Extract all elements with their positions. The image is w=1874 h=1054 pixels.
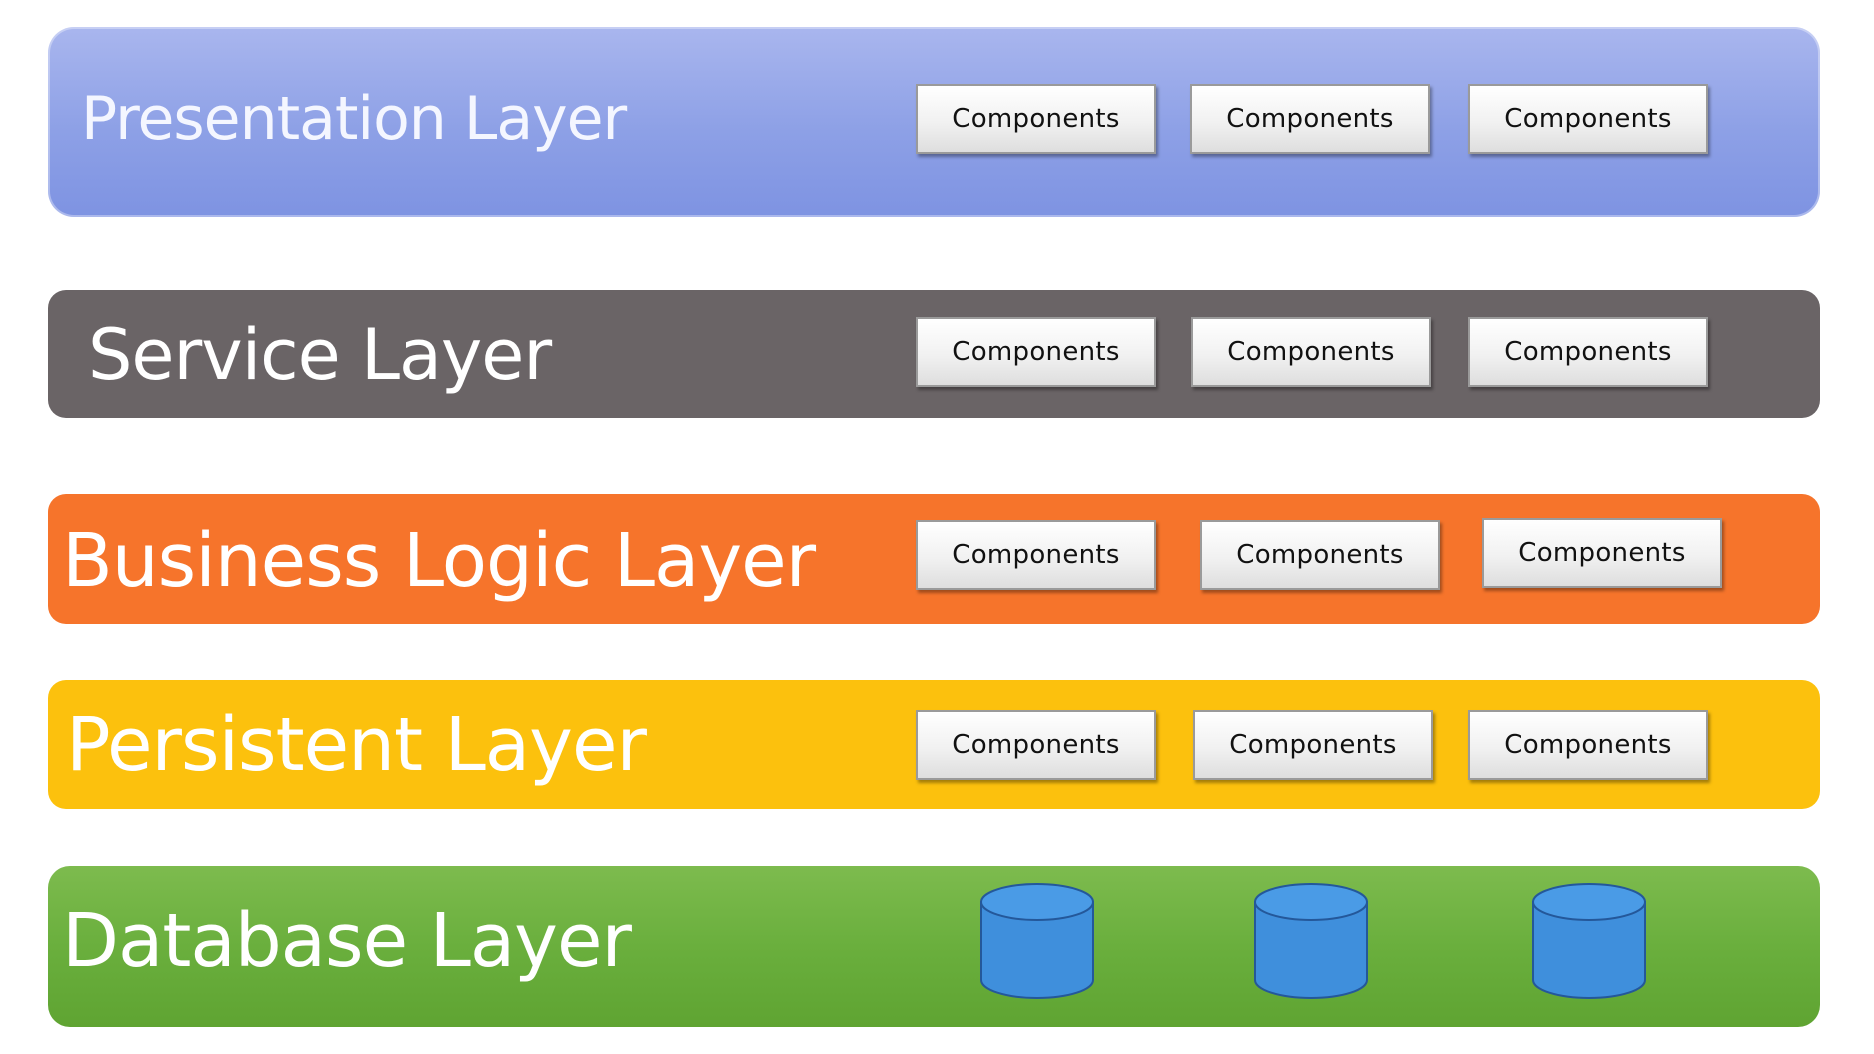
presentation-layer: Presentation Layer Components Components… [48, 27, 1820, 217]
persistent-component-3: Components [1468, 710, 1708, 780]
business-logic-layer: Business Logic Layer Components Componen… [48, 494, 1820, 624]
database-icon [1254, 883, 1368, 999]
presentation-component-1: Components [916, 84, 1156, 154]
persistent-layer: Persistent Layer Components Components C… [48, 680, 1820, 809]
business-component-2: Components [1200, 520, 1440, 590]
service-component-3: Components [1468, 317, 1708, 387]
presentation-component-2: Components [1190, 84, 1430, 154]
presentation-layer-title: Presentation Layer [81, 84, 627, 154]
service-layer-title: Service Layer [88, 314, 552, 396]
database-icon [980, 883, 1094, 999]
persistent-component-2: Components [1193, 710, 1433, 780]
database-layer-title: Database Layer [62, 898, 632, 984]
business-component-1: Components [916, 520, 1156, 590]
database-icon [1532, 883, 1646, 999]
business-component-3: Components [1482, 518, 1722, 588]
service-component-2: Components [1191, 317, 1431, 387]
persistent-component-1: Components [916, 710, 1156, 780]
business-logic-layer-title: Business Logic Layer [62, 518, 816, 604]
presentation-component-3: Components [1468, 84, 1708, 154]
persistent-layer-title: Persistent Layer [66, 702, 647, 788]
service-layer: Service Layer Components Components Comp… [48, 290, 1820, 418]
database-layer: Database Layer [48, 866, 1820, 1027]
service-component-1: Components [916, 317, 1156, 387]
